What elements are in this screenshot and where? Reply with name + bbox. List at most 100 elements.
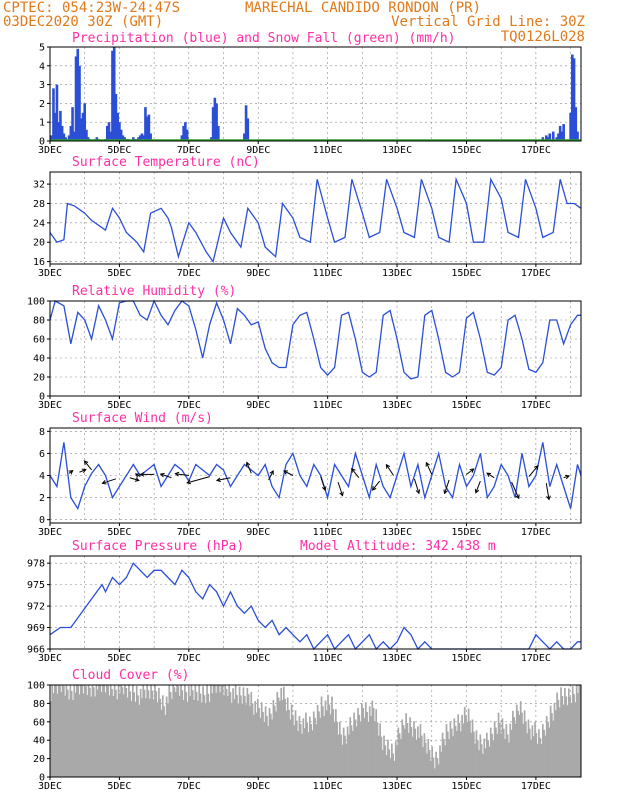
wind-arrow-head [134,473,140,478]
cloud-bar [401,719,404,777]
cloud-bar [414,728,417,777]
cloud-bar [95,685,98,777]
cloud-bar [570,703,573,777]
cloud-bar [113,685,116,777]
cloud-bar [147,690,150,777]
x-tick-label: 9DEC [246,145,270,156]
cloud-bar [169,691,172,777]
precip-bar [244,105,248,141]
cloud-bar [558,707,561,777]
cloud-bar [324,700,327,777]
x-tick-label: 3DEC [38,653,62,664]
cloud-bar [432,757,435,777]
cloud-bar [161,695,164,777]
cloud-bar [547,721,549,777]
cloud-bar [417,726,419,777]
cloud-bar [250,691,253,777]
x-tick-label: 11DEC [313,781,343,792]
wind-panel: 0 2 4 6 8 3DEC 5DEC 7DEC 9DEC 11DEC 13DEC 15DEC 17DE… [38,411,582,538]
cloud-bar [118,693,121,777]
cloud-bar [428,749,431,777]
cloud-bar [134,701,137,777]
cloud-bar [158,687,160,777]
cloud-bar [177,686,180,777]
precip-bar [548,133,552,141]
cloud-bar [549,705,552,777]
cloud-bar [232,688,234,777]
cloud-bar [203,695,206,777]
cloud-bar [111,688,113,777]
precip-bar [145,116,149,141]
cloud-bar [556,692,558,777]
cloud-bar [385,755,388,777]
x-tick-label: 7DEC [177,400,201,411]
cloud-bar [65,685,68,777]
cloud-bar [509,723,512,777]
cloud-bar [215,692,217,777]
cloud-bar [379,723,381,777]
wind-arrow-head [174,471,180,477]
cloud-bar [346,726,349,777]
cloud-bar [102,685,104,777]
x-tick-label: 7DEC [177,145,201,156]
cloud-bar [263,721,266,777]
cloud-bar [96,689,99,777]
y-tick-label: 0 [39,392,45,403]
cloud-bar [388,749,391,777]
cloud-bar [176,685,178,777]
precip-bar [85,129,88,141]
precip-bar [558,125,562,141]
x-tick-label: 17DEC [521,268,551,279]
cloud-bar [372,708,375,777]
cloud-bar [502,728,505,777]
cloud-bar [198,685,201,777]
cloud-bar [349,717,352,777]
wind-arrow-head [565,474,571,480]
precip-bar [119,129,123,141]
x-tick-label: 17DEC [521,145,551,156]
cloud-bar [331,696,333,777]
cloud-bar [273,705,276,777]
cloud-bar [293,725,296,777]
model-code: TQ0126L028 [500,29,585,45]
x-tick-label: 3DEC [38,145,62,156]
rh-title: Relative Humidity (%) [72,284,236,299]
cloud-bar [92,687,95,777]
cloud-bar [117,685,120,777]
cloud-bar [350,725,353,777]
cloud-bar [358,714,361,777]
cloud-bar [573,694,575,777]
precip-bar [109,131,113,141]
x-tick-label: 9DEC [246,653,270,664]
x-tick-label: 15DEC [451,653,481,664]
cloud-bar [392,753,394,777]
precip-bar [53,112,57,141]
cloud-bar [398,733,401,777]
cloud-bar [90,696,93,777]
y-tick-label: 0 [39,137,45,148]
cloud-bar [272,699,275,777]
cloud-bar [74,692,77,777]
y-tick-label: 8 [39,427,45,438]
cloud-bar [238,686,241,777]
cloud-bar [383,735,385,777]
cloud-bar [390,743,393,777]
wind-arrow-head [371,485,377,491]
cloud-bar [364,702,367,777]
cloud-bar [281,699,284,777]
cloud-bar [452,736,454,777]
x-tick-label: 17DEC [521,527,551,538]
wind-arrow-head [139,472,145,477]
cloud-bar [506,734,509,777]
precip-bar [137,137,140,141]
wind-arrow [160,473,172,479]
wind-arrow [528,465,539,477]
cloud-bar [431,746,434,777]
cloud-bar [131,685,134,777]
cloud-bar [279,701,281,777]
cloud-bar [354,719,357,777]
x-tick-label: 7DEC [177,653,201,664]
cloud-bar [311,730,314,777]
cloud-bar [217,685,220,777]
y-tick-label: 4 [39,471,45,482]
